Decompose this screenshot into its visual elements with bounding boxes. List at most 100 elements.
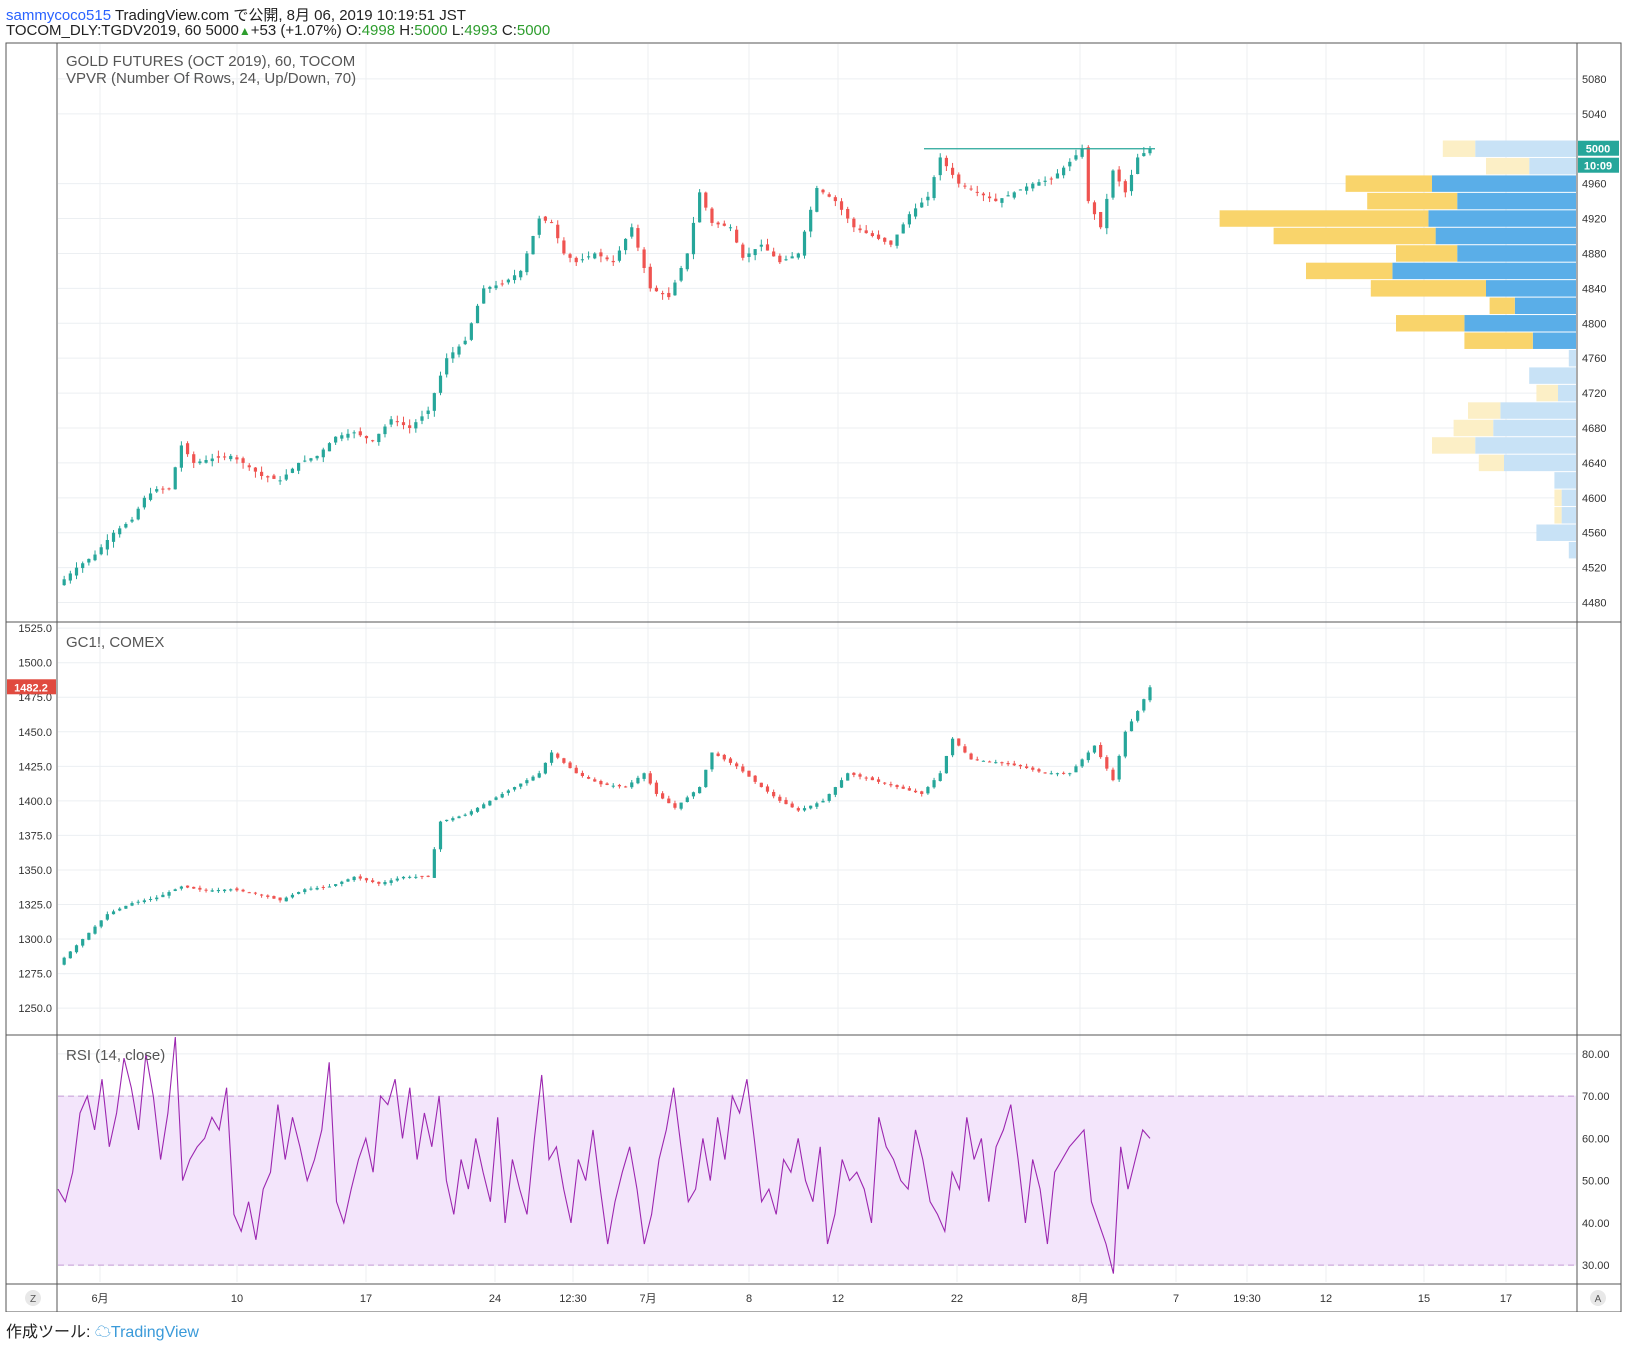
candle-body [716, 222, 720, 225]
candle-body [593, 253, 597, 259]
candle-body [81, 939, 85, 946]
vpvr-up-bar [1561, 507, 1576, 524]
candle-body [981, 193, 986, 196]
candle-body [1049, 773, 1053, 775]
candle-body [673, 803, 677, 808]
high-value: 5000 [414, 22, 448, 39]
gc-price-tag: 1482.2 [7, 679, 56, 695]
candle-body [278, 480, 282, 482]
candle-body [753, 249, 757, 256]
candle-body [938, 773, 942, 781]
candle-body [876, 779, 881, 782]
candle-body [87, 558, 91, 563]
vpvr-down-bar [1468, 402, 1501, 419]
candle-body [155, 489, 159, 492]
candle-body [192, 454, 196, 463]
candle-body [68, 951, 72, 959]
candle-body [426, 875, 430, 877]
vpvr-down-bar [1396, 315, 1465, 332]
low-label: L: [451, 22, 465, 39]
candle-body [741, 244, 745, 258]
candle-body [846, 773, 850, 781]
footer: 作成ツール: ☁TradingView [6, 1318, 199, 1342]
candle-body [142, 497, 146, 508]
candle-body [1129, 721, 1134, 732]
candle-body [852, 218, 856, 228]
candle-body [765, 244, 770, 251]
tradingview-brand-link[interactable]: TradingView [110, 1324, 199, 1341]
candle-body [1068, 161, 1072, 167]
candle-body [1043, 772, 1047, 774]
candle-body [568, 254, 572, 258]
candle-body [167, 488, 171, 490]
candle-body [488, 286, 492, 289]
candle-body [969, 753, 973, 760]
candle-body [395, 421, 399, 423]
candle-body [926, 787, 930, 794]
vpvr-down-bar [1478, 454, 1504, 472]
candle-body [895, 234, 899, 246]
author-link[interactable]: sammycoco515 [6, 7, 112, 24]
candle-body [371, 880, 375, 883]
rsi-line [57, 1036, 1151, 1274]
candle-body [241, 458, 245, 463]
candle-body [1142, 699, 1146, 711]
candle-body [1031, 767, 1035, 770]
high-label: H: [399, 22, 415, 39]
candle-body [506, 790, 510, 793]
candle-body [772, 251, 776, 257]
candle-body [247, 465, 251, 468]
gc-y-tick: 1475.0 [18, 692, 52, 704]
candle-body [1062, 167, 1066, 176]
candle-body [512, 787, 517, 790]
candle-body [870, 233, 874, 236]
main-y-tick: 4960 [1582, 179, 1606, 191]
svg-text:5000: 5000 [1586, 144, 1610, 156]
candle-body [549, 222, 554, 224]
vpvr-up-bar [1475, 437, 1576, 454]
candle-body [537, 218, 541, 235]
auto-scale-right-button[interactable]: A [1590, 1290, 1606, 1306]
candle-body [747, 770, 751, 777]
candle-body [204, 889, 208, 891]
candle-body [630, 227, 634, 237]
candle-body [414, 422, 418, 429]
vpvr-up-bar [1435, 227, 1576, 245]
candle-body [364, 878, 369, 881]
x-tick-label: 24 [489, 1293, 501, 1305]
candle-body [420, 416, 424, 421]
candle-body [1006, 195, 1010, 197]
candle-body [1055, 773, 1060, 775]
auto-scale-left-button[interactable]: Z [25, 1290, 41, 1306]
vpvr-down-bar [1464, 332, 1533, 349]
tradingview-logo-icon[interactable]: ☁ [94, 1324, 111, 1341]
candle-body [870, 777, 874, 781]
candle-body [636, 228, 640, 248]
vpvr-up-bar [1486, 280, 1576, 297]
candle-body [617, 250, 622, 261]
candle-body [722, 754, 726, 760]
candle-body [778, 255, 782, 263]
main-y-tick: 4560 [1582, 528, 1606, 540]
candle-body [358, 876, 362, 879]
candle-body [987, 761, 992, 763]
candle-body [926, 196, 930, 201]
vpvr-up-bar [1554, 472, 1576, 489]
candle-body [401, 876, 406, 879]
candle-body [679, 802, 683, 809]
publish-text: TradingView.com で公開, 8月 06, 2019 10:19:5… [114, 7, 466, 24]
candle-body [327, 443, 332, 452]
candle-body [741, 766, 745, 772]
candle-body [463, 814, 467, 816]
vpvr-down-bar [1489, 297, 1515, 315]
candle-body [99, 547, 103, 555]
main-y-tick: 4720 [1582, 388, 1606, 400]
candle-body [451, 818, 455, 821]
chart-svg[interactable]: 6月 10 17 24 12:30 7月 8 12 22 8月 7 19:30 12 15 17 5080 50… [0, 42, 1627, 1312]
candle-body [562, 240, 566, 254]
gc-y-tick: 1450.0 [18, 727, 52, 739]
candle-body [1136, 157, 1140, 174]
candle-body [445, 358, 449, 375]
candle-body [648, 773, 652, 784]
candle-body [334, 436, 338, 443]
